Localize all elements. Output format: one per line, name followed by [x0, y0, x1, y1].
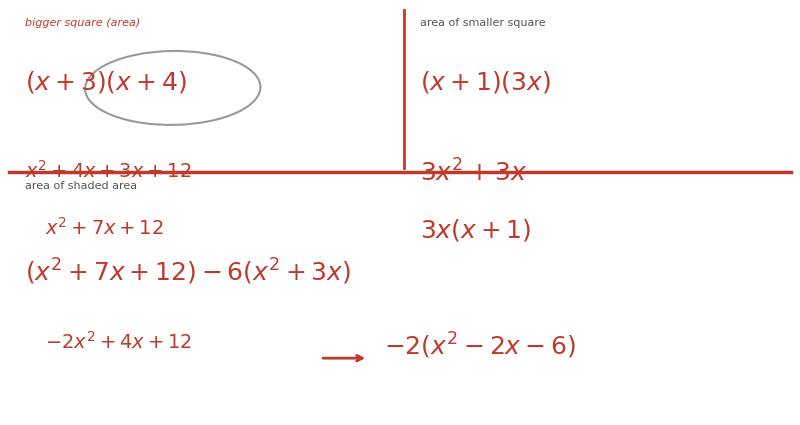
Text: $-2x^2+4x+12$: $-2x^2+4x+12$ — [46, 331, 192, 353]
Text: $x^2+7x+12$: $x^2+7x+12$ — [46, 217, 164, 238]
Text: $x^2+4x+3x+12$: $x^2+4x+3x+12$ — [26, 160, 192, 181]
Text: bigger square (area): bigger square (area) — [26, 18, 141, 28]
Text: $3x(x+1)$: $3x(x+1)$ — [420, 217, 531, 243]
Text: $(x^2+7x+12)-6(x^2+3x)$: $(x^2+7x+12)-6(x^2+3x)$ — [26, 257, 352, 287]
Text: $(x+1)(3x)$: $(x+1)(3x)$ — [420, 69, 551, 95]
Text: $(x+3)(x+4)$: $(x+3)(x+4)$ — [26, 69, 187, 95]
Text: $3x^2+3x$: $3x^2+3x$ — [420, 160, 527, 187]
Text: area of shaded area: area of shaded area — [26, 181, 138, 191]
Text: $-2(x^2-2x-6)$: $-2(x^2-2x-6)$ — [384, 331, 576, 361]
Text: area of smaller square: area of smaller square — [420, 18, 546, 28]
